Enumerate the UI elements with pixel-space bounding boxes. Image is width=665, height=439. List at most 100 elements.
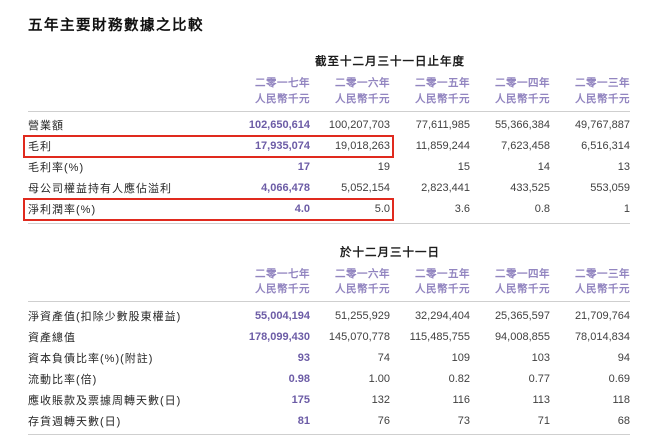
- value-2015: 73: [457, 414, 470, 427]
- value-2016: 100,207,703: [328, 119, 390, 131]
- value-2014: 103: [531, 351, 550, 364]
- column-unit: 人民幣千元: [495, 283, 550, 296]
- value-2016: 76: [377, 414, 390, 427]
- column-header-2013: 二零一三年 人民幣千元: [550, 76, 630, 108]
- column-year: 二零一四年: [495, 267, 550, 280]
- row-label: 應收賬款及票據周轉天數(日): [28, 394, 182, 407]
- column-unit: 人民幣千元: [415, 283, 470, 296]
- row-label: 毛利率(%): [28, 162, 85, 174]
- row-label: 毛利: [28, 141, 52, 153]
- row-label: 資本負債比率(%)(附註): [28, 352, 154, 365]
- value-2013: 1: [623, 203, 630, 215]
- value-2015: 15: [457, 161, 470, 173]
- row-label: 淨資產值(扣除少數股東權益): [28, 310, 182, 323]
- annual-results-table: 截至十二月三十一日止年度 二零一七年 人民幣千元 二零一六年 人民幣千元 二零一…: [23, 53, 630, 224]
- row-label: 母公司權益持有人應佔溢利: [28, 183, 172, 195]
- annual-table-title: 截至十二月三十一日止年度: [315, 56, 465, 68]
- table-row-gross-margin: 毛利率(%) 17 19 15 14 13: [28, 157, 630, 178]
- value-2015: 115,485,755: [409, 330, 470, 343]
- value-2013: 6,516,314: [581, 140, 630, 152]
- balance-table-title: 於十二月三十一日: [340, 246, 440, 259]
- column-unit: 人民幣千元: [335, 92, 390, 105]
- value-2015: 2,823,441: [421, 182, 470, 194]
- value-2015: 77,611,985: [415, 119, 470, 131]
- value-2016: 132: [371, 393, 390, 406]
- table-bottom-divider: [28, 434, 630, 435]
- value-2017: 4,066,478: [261, 182, 310, 194]
- value-2016: 5.0: [374, 203, 390, 215]
- column-unit: 人民幣千元: [255, 283, 310, 296]
- value-2016: 51,255,929: [334, 309, 390, 322]
- column-unit: 人民幣千元: [255, 92, 310, 105]
- value-2013: 118: [612, 393, 630, 406]
- column-unit: 人民幣千元: [495, 92, 550, 105]
- column-year: 二零一三年: [575, 77, 630, 89]
- value-2014: 25,365,597: [494, 309, 550, 322]
- value-2013: 49,767,887: [574, 119, 630, 131]
- table-row-net-margin: 淨利潤率(%) 4.0 5.0 3.6 0.8 1: [23, 197, 630, 221]
- value-2017: 17,935,074: [254, 140, 310, 152]
- value-2013: 68: [617, 414, 630, 427]
- value-2017: 0.98: [288, 372, 310, 385]
- row-label: 淨利潤率(%): [28, 204, 97, 216]
- value-2017: 102,650,614: [248, 119, 310, 131]
- value-2013: 21,709,764: [574, 309, 630, 322]
- page-title: 五年主要財務數據之比較: [28, 18, 204, 34]
- value-2016: 19: [377, 161, 390, 173]
- value-2014: 7,623,458: [501, 140, 550, 152]
- annual-table-column-headers: 二零一七年 人民幣千元 二零一六年 人民幣千元 二零一五年 人民幣千元 二零一四…: [28, 76, 630, 108]
- column-year: 二零一七年: [255, 267, 310, 280]
- table-row-total-assets: 資產總值 178,099,430 145,070,778 115,485,755…: [28, 326, 630, 347]
- balance-sheet-table: 於十二月三十一日 二零一七年 人民幣千元 二零一六年 人民幣千元 二零一五年 人…: [28, 244, 630, 435]
- column-unit: 人民幣千元: [575, 283, 630, 296]
- column-unit: 人民幣千元: [335, 283, 390, 296]
- column-header-2015: 二零一五年 人民幣千元: [390, 76, 470, 108]
- value-2016: 74: [377, 351, 390, 364]
- value-2014: 0.77: [528, 372, 550, 385]
- table-row-profit-attributable: 母公司權益持有人應佔溢利 4,066,478 5,052,154 2,823,4…: [28, 178, 630, 199]
- column-header-2015: 二零一五年 人民幣千元: [390, 267, 470, 299]
- row-label: 資產總值: [28, 331, 76, 344]
- value-2014: 14: [537, 161, 550, 173]
- column-year: 二零一四年: [495, 77, 550, 89]
- row-label: 流動比率(倍): [28, 373, 98, 386]
- row-label: 營業額: [28, 120, 64, 132]
- value-2014: 94,008,855: [494, 330, 550, 343]
- column-year: 二零一七年: [255, 77, 310, 89]
- value-2017: 93: [297, 351, 310, 364]
- value-2015: 11,859,244: [415, 140, 470, 152]
- value-2013: 78,014,834: [574, 330, 630, 343]
- column-header-2014: 二零一四年 人民幣千元: [470, 76, 550, 108]
- value-2016: 1.00: [368, 372, 390, 385]
- row-label: 存貨週轉天數(日): [28, 415, 122, 428]
- column-year: 二零一五年: [415, 77, 470, 89]
- value-2014: 433,525: [510, 182, 550, 194]
- value-2016: 19,018,263: [334, 140, 390, 152]
- column-year: 二零一三年: [575, 267, 630, 280]
- column-header-2016: 二零一六年 人民幣千元: [310, 267, 390, 299]
- column-year: 二零一六年: [335, 267, 390, 280]
- table-row-current-ratio: 流動比率(倍) 0.98 1.00 0.82 0.77 0.69: [28, 368, 630, 389]
- table-row-net-assets: 淨資產值(扣除少數股東權益) 55,004,194 51,255,929 32,…: [28, 305, 630, 326]
- table-row-gearing-ratio: 資本負債比率(%)(附註) 93 74 109 103 94: [28, 347, 630, 368]
- value-2013: 553,059: [590, 182, 630, 194]
- column-header-2017: 二零一七年 人民幣千元: [230, 267, 310, 299]
- value-2014: 113: [532, 393, 550, 406]
- table-bottom-divider: [28, 222, 630, 224]
- column-year: 二零一五年: [415, 267, 470, 280]
- value-2017: 81: [297, 414, 310, 427]
- value-2015: 0.82: [448, 372, 470, 385]
- value-2014: 71: [537, 414, 550, 427]
- value-2015: 116: [452, 393, 470, 406]
- value-2017: 17: [297, 161, 310, 173]
- value-2017: 178,099,430: [248, 330, 310, 343]
- value-2016: 145,070,778: [328, 330, 390, 343]
- value-2016: 5,052,154: [341, 182, 390, 194]
- value-2015: 32,294,404: [414, 309, 470, 322]
- table-row-receivables-turnover-days: 應收賬款及票據周轉天數(日) 175 132 116 113 118: [28, 389, 630, 410]
- column-header-2013: 二零一三年 人民幣千元: [550, 267, 630, 299]
- header-divider: [28, 301, 630, 302]
- value-2017: 55,004,194: [254, 309, 310, 322]
- table-row-inventory-turnover-days: 存貨週轉天數(日) 81 76 73 71 68: [28, 410, 630, 431]
